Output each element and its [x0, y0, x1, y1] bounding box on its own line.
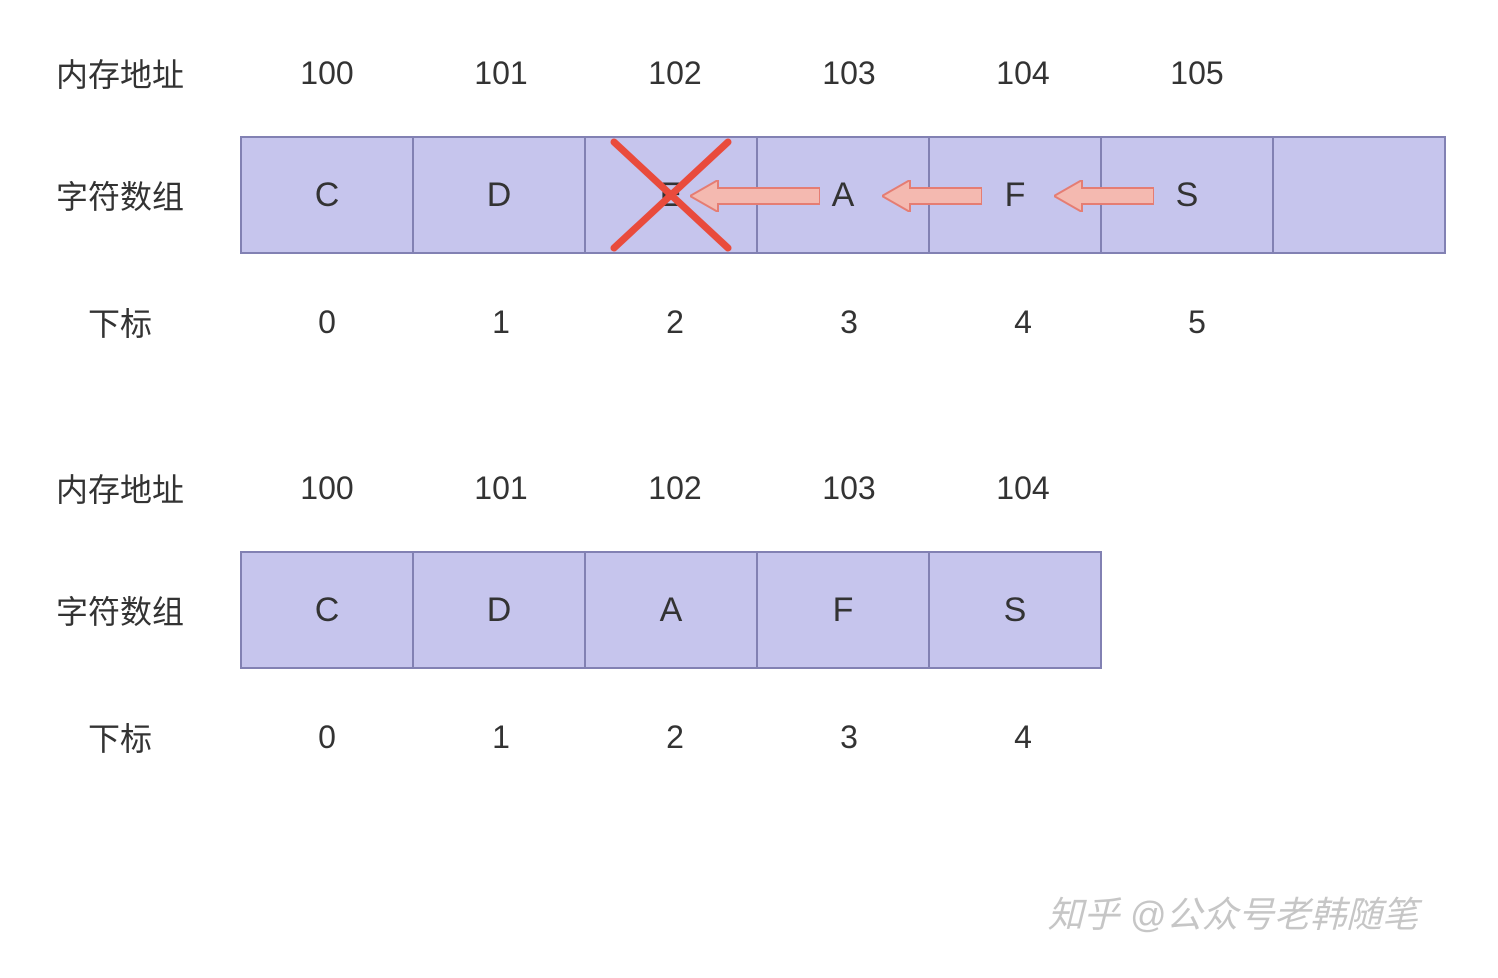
array-cell: F [928, 136, 1102, 254]
mem-addr-cell: 100 [240, 470, 414, 507]
array-cell: C [240, 136, 414, 254]
array-row-2: 字符数组 C D A F S [0, 551, 1498, 669]
array-cell: F [756, 551, 930, 669]
char-array-label-1: 字符数组 [0, 172, 240, 218]
mem-addr-cell: 104 [936, 55, 1110, 92]
index-cell: 4 [936, 304, 1110, 341]
mem-addr-cell: 104 [936, 470, 1110, 507]
index-cell: 5 [1110, 304, 1284, 341]
mem-addr-cell: 102 [588, 470, 762, 507]
index-cell: 1 [414, 304, 588, 341]
mem-addr-cell: 101 [414, 470, 588, 507]
array-cell: S [1100, 136, 1274, 254]
mem-addr-cell: 105 [1110, 55, 1284, 92]
index-values-1: 0 1 2 3 4 5 [240, 304, 1284, 341]
index-cell: 0 [240, 719, 414, 756]
index-label-2: 下标 [0, 714, 240, 760]
memory-address-values-2: 100 101 102 103 104 [240, 470, 1110, 507]
diagram-after: 内存地址 100 101 102 103 104 字符数组 C D A F S … [0, 465, 1498, 760]
array-cell: D [412, 551, 586, 669]
memory-address-values-1: 100 101 102 103 104 105 [240, 55, 1284, 92]
array-cell: C [240, 551, 414, 669]
memory-address-label-2: 内存地址 [0, 465, 240, 511]
array-container-2: C D A F S [240, 551, 1102, 669]
array-cell: A [756, 136, 930, 254]
index-row-1: 下标 0 1 2 3 4 5 [0, 299, 1498, 345]
index-label-1: 下标 [0, 299, 240, 345]
mem-addr-cell: 100 [240, 55, 414, 92]
memory-address-row-1: 内存地址 100 101 102 103 104 105 [0, 50, 1498, 96]
diagram-before: 内存地址 100 101 102 103 104 105 字符数组 C D E … [0, 50, 1498, 345]
array-row-1: 字符数组 C D E A F S [0, 136, 1498, 254]
index-cell: 0 [240, 304, 414, 341]
index-cell: 2 [588, 304, 762, 341]
array-cell: A [584, 551, 758, 669]
index-cell: 3 [762, 304, 936, 341]
index-values-2: 0 1 2 3 4 [240, 719, 1110, 756]
array-extra-cell [1272, 136, 1446, 254]
array-container-1: C D E A F S [240, 136, 1446, 254]
char-array-label-2: 字符数组 [0, 587, 240, 633]
memory-address-row-2: 内存地址 100 101 102 103 104 [0, 465, 1498, 511]
mem-addr-cell: 102 [588, 55, 762, 92]
index-cell: 4 [936, 719, 1110, 756]
array-cell: E [584, 136, 758, 254]
memory-address-label-1: 内存地址 [0, 50, 240, 96]
index-cell: 3 [762, 719, 936, 756]
watermark-text: 知乎 @公众号老韩随笔 [1047, 886, 1418, 938]
index-cell: 2 [588, 719, 762, 756]
index-cell: 1 [414, 719, 588, 756]
mem-addr-cell: 103 [762, 55, 936, 92]
index-row-2: 下标 0 1 2 3 4 [0, 714, 1498, 760]
array-cell: D [412, 136, 586, 254]
array-cell: S [928, 551, 1102, 669]
mem-addr-cell: 101 [414, 55, 588, 92]
mem-addr-cell: 103 [762, 470, 936, 507]
